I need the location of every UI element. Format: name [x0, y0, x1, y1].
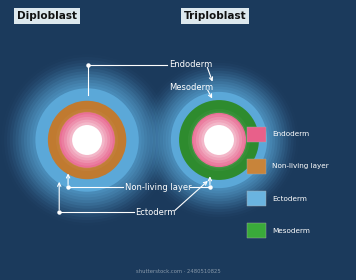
Circle shape — [199, 120, 239, 160]
FancyBboxPatch shape — [247, 127, 266, 142]
Circle shape — [72, 125, 102, 155]
Circle shape — [171, 92, 267, 188]
Circle shape — [204, 125, 234, 155]
Circle shape — [59, 111, 116, 169]
Text: Mesoderm: Mesoderm — [169, 83, 213, 92]
Circle shape — [158, 79, 281, 201]
Circle shape — [30, 83, 145, 197]
FancyBboxPatch shape — [247, 159, 266, 174]
Circle shape — [179, 100, 259, 180]
Circle shape — [168, 89, 270, 191]
Circle shape — [59, 112, 115, 168]
Circle shape — [150, 71, 288, 209]
FancyBboxPatch shape — [247, 191, 266, 206]
Text: Ectoderm: Ectoderm — [272, 195, 307, 202]
Circle shape — [10, 63, 164, 217]
Circle shape — [48, 101, 126, 179]
Circle shape — [61, 114, 113, 166]
Circle shape — [145, 66, 294, 214]
Circle shape — [196, 117, 242, 163]
Text: Mesoderm: Mesoderm — [272, 228, 310, 234]
Circle shape — [190, 111, 247, 169]
Circle shape — [24, 77, 150, 203]
Circle shape — [166, 87, 272, 193]
Circle shape — [152, 73, 286, 207]
Circle shape — [27, 80, 147, 200]
Circle shape — [18, 71, 156, 209]
Circle shape — [21, 74, 153, 206]
Text: Endoderm: Endoderm — [272, 131, 309, 137]
Text: Ectoderm: Ectoderm — [135, 208, 176, 217]
FancyBboxPatch shape — [247, 223, 266, 238]
Text: shutterstock.com · 2480510825: shutterstock.com · 2480510825 — [136, 269, 220, 274]
Circle shape — [7, 60, 167, 220]
Text: Non-living layer: Non-living layer — [272, 164, 329, 169]
Circle shape — [67, 120, 108, 160]
Circle shape — [15, 68, 159, 212]
Circle shape — [201, 122, 237, 158]
Circle shape — [193, 114, 245, 166]
Text: Triploblast: Triploblast — [184, 11, 247, 21]
Circle shape — [192, 113, 246, 167]
Text: Endoderm: Endoderm — [169, 60, 213, 69]
Text: Non-living layer: Non-living layer — [125, 183, 192, 192]
Circle shape — [147, 68, 291, 212]
Circle shape — [32, 85, 142, 195]
Circle shape — [160, 81, 278, 199]
Circle shape — [64, 117, 110, 163]
Circle shape — [13, 66, 162, 214]
Circle shape — [163, 84, 275, 196]
Circle shape — [35, 88, 139, 192]
Text: Diploblast: Diploblast — [17, 11, 77, 21]
Circle shape — [155, 76, 283, 204]
Circle shape — [69, 122, 105, 158]
